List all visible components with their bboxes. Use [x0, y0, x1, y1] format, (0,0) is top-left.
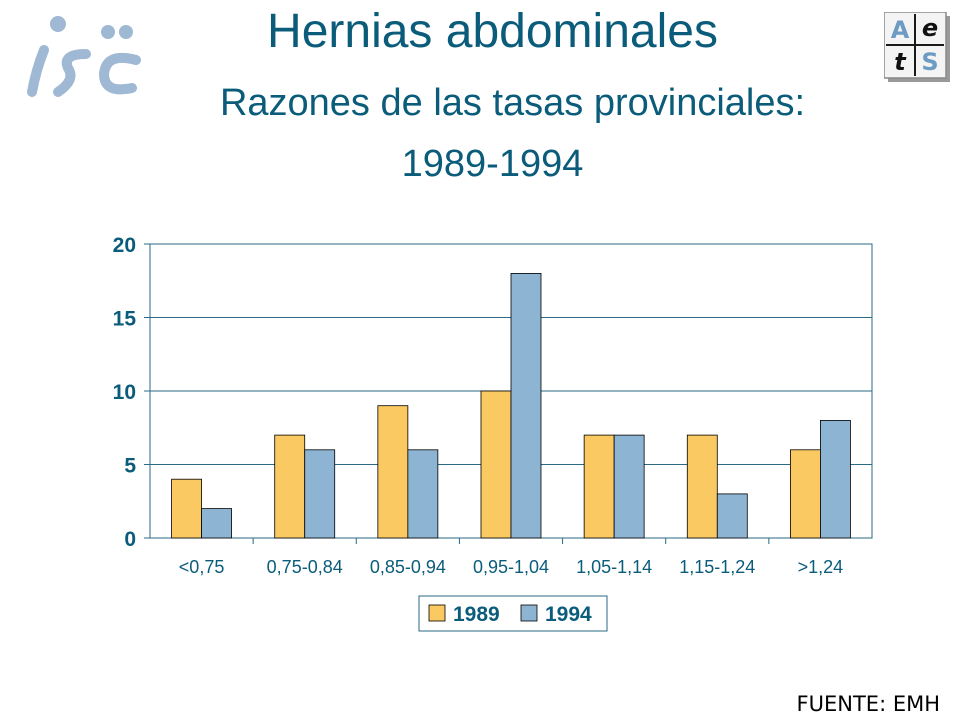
x-tick-label: >1,24	[798, 557, 844, 577]
svg-text:isc: isc	[19, 69, 21, 71]
page-subtitle: Razones de las tasas provinciales:	[219, 82, 806, 124]
legend-swatch-1994	[520, 604, 538, 622]
svg-text:t: t	[894, 48, 907, 76]
bar-1989	[377, 405, 409, 539]
y-tick-label: 10	[113, 381, 136, 404]
legend-swatch-1989	[428, 604, 446, 622]
bar-1989	[790, 449, 821, 539]
x-tick-label: 0,75-0,84	[267, 557, 343, 577]
bar-1994	[716, 493, 748, 539]
x-tick-label: 0,85-0,94	[370, 557, 446, 577]
y-tick-label: 5	[124, 455, 136, 478]
bar-1989	[583, 434, 615, 539]
bar-1989	[171, 478, 202, 539]
x-tick-label: 1,15-1,24	[679, 557, 755, 577]
svg-text:e: e	[922, 14, 938, 42]
bar-1989	[686, 434, 718, 539]
bar-1994	[304, 449, 336, 539]
x-tick-label: 0,95-1,04	[473, 557, 549, 577]
bar-1994	[201, 508, 232, 539]
y-tick-label: 20	[113, 234, 136, 257]
svg-text:S: S	[921, 48, 938, 76]
legend-box	[418, 595, 608, 632]
bar-1994	[820, 419, 851, 539]
bar-1994	[510, 272, 542, 539]
aets-logo: A e t S	[884, 12, 950, 82]
y-tick-label: 0	[124, 528, 136, 551]
y-tick-label: 15	[113, 308, 137, 331]
bar-1994	[613, 434, 645, 539]
page-title: Hernias abdominales	[267, 5, 718, 58]
legend-label-1994: 1994	[545, 603, 592, 626]
bar-1989	[274, 434, 306, 539]
source-note: FUENTE: EMH	[796, 692, 940, 716]
isc-logo: isc	[19, 16, 141, 97]
svg-text:A: A	[891, 16, 910, 44]
x-tick-label: 1,05-1,14	[576, 557, 652, 577]
x-tick-label: <0,75	[179, 557, 225, 577]
bar-1989	[480, 390, 512, 539]
page-subtitle-years: 1989-1994	[401, 143, 584, 185]
bar-1994	[407, 449, 439, 539]
legend-label-1989: 1989	[453, 603, 500, 626]
